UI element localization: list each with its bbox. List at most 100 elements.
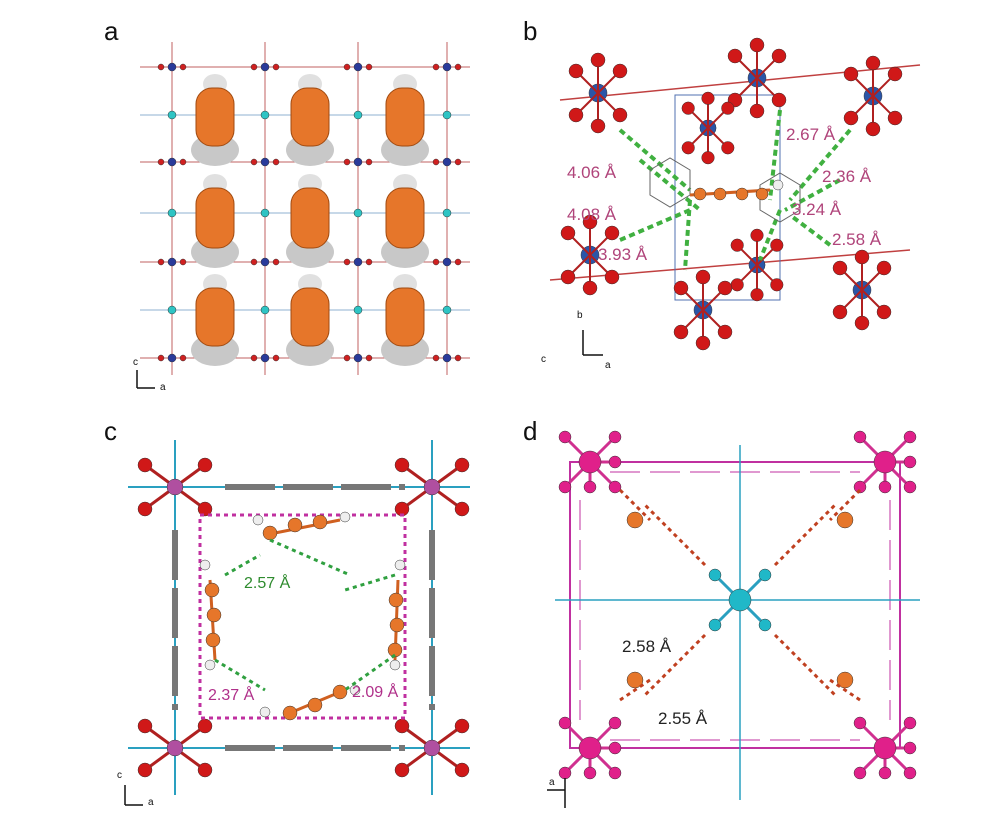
artwork <box>124 37 921 808</box>
atom <box>903 716 917 730</box>
atom <box>394 457 410 473</box>
atom <box>608 480 622 494</box>
bond <box>683 199 692 271</box>
atom <box>843 66 859 82</box>
atom <box>167 62 177 72</box>
atom <box>167 208 177 218</box>
molecule <box>385 287 425 347</box>
atom <box>717 280 733 296</box>
atom <box>167 110 177 120</box>
atom <box>157 258 165 266</box>
atom <box>771 92 787 108</box>
atom <box>583 766 597 780</box>
distance-label: 3.93 Å <box>598 245 648 264</box>
molecule <box>290 187 330 249</box>
atom <box>166 478 184 496</box>
distance-label: 2.58 Å <box>832 230 882 249</box>
atom <box>157 63 165 71</box>
atom <box>197 762 213 778</box>
atom <box>272 354 280 362</box>
atom <box>708 568 722 582</box>
atom <box>876 304 892 320</box>
atom <box>772 179 784 191</box>
bond <box>829 678 861 702</box>
atom <box>260 62 270 72</box>
atom <box>343 354 351 362</box>
atom <box>903 430 917 444</box>
atom <box>903 455 917 469</box>
atom <box>590 52 606 68</box>
hbond <box>214 538 396 692</box>
atom <box>558 430 572 444</box>
atom <box>442 157 452 167</box>
atom <box>708 618 722 632</box>
distance-label: 2.55 Å <box>658 709 708 728</box>
atom <box>876 260 892 276</box>
atom <box>582 280 598 296</box>
atom <box>423 478 441 496</box>
atom <box>205 632 221 648</box>
linker <box>172 484 435 751</box>
atom <box>854 249 870 265</box>
bond <box>643 633 707 697</box>
atom <box>432 258 440 266</box>
atom <box>349 684 361 696</box>
ring <box>759 172 801 223</box>
bond <box>768 109 782 201</box>
atom <box>568 63 584 79</box>
atom <box>721 101 735 115</box>
atom <box>157 158 165 166</box>
hbond <box>198 513 407 720</box>
axis-arrow <box>547 778 566 791</box>
atom <box>713 187 727 201</box>
atom <box>853 480 867 494</box>
atom <box>204 582 220 598</box>
frame <box>569 461 901 749</box>
distance-label: 3.24 Å <box>792 200 842 219</box>
atom <box>735 187 749 201</box>
distance-label: 2.09 Å <box>352 682 399 701</box>
atom <box>287 517 303 533</box>
atom <box>578 736 602 760</box>
atom <box>260 305 270 315</box>
axis-label: a <box>549 777 555 788</box>
distance-label: 4.08 Å <box>567 205 617 224</box>
atom <box>365 258 373 266</box>
atom <box>749 103 765 119</box>
atom <box>721 141 735 155</box>
atom <box>583 480 597 494</box>
atom <box>454 718 470 734</box>
atom <box>442 305 452 315</box>
atom <box>843 110 859 126</box>
atom <box>206 607 222 623</box>
atom <box>701 91 715 105</box>
atom <box>853 430 867 444</box>
atom <box>442 62 452 72</box>
atom <box>626 671 644 689</box>
atom <box>343 63 351 71</box>
atom <box>137 501 153 517</box>
atom <box>758 618 772 632</box>
atom <box>454 501 470 517</box>
atom <box>442 110 452 120</box>
atom <box>873 736 897 760</box>
distance-label: 4.06 Å <box>567 163 617 182</box>
atom <box>590 118 606 134</box>
atom <box>365 63 373 71</box>
atom <box>260 257 270 267</box>
atom <box>865 121 881 137</box>
atom <box>252 514 264 526</box>
atom <box>853 716 867 730</box>
bond <box>784 178 841 212</box>
atom <box>365 354 373 362</box>
atom <box>568 107 584 123</box>
atom <box>832 260 848 276</box>
molecule <box>385 187 425 249</box>
atom <box>260 157 270 167</box>
atom <box>262 525 278 541</box>
atom <box>353 305 363 315</box>
atom <box>612 63 628 79</box>
atom <box>197 457 213 473</box>
bond <box>828 488 862 522</box>
